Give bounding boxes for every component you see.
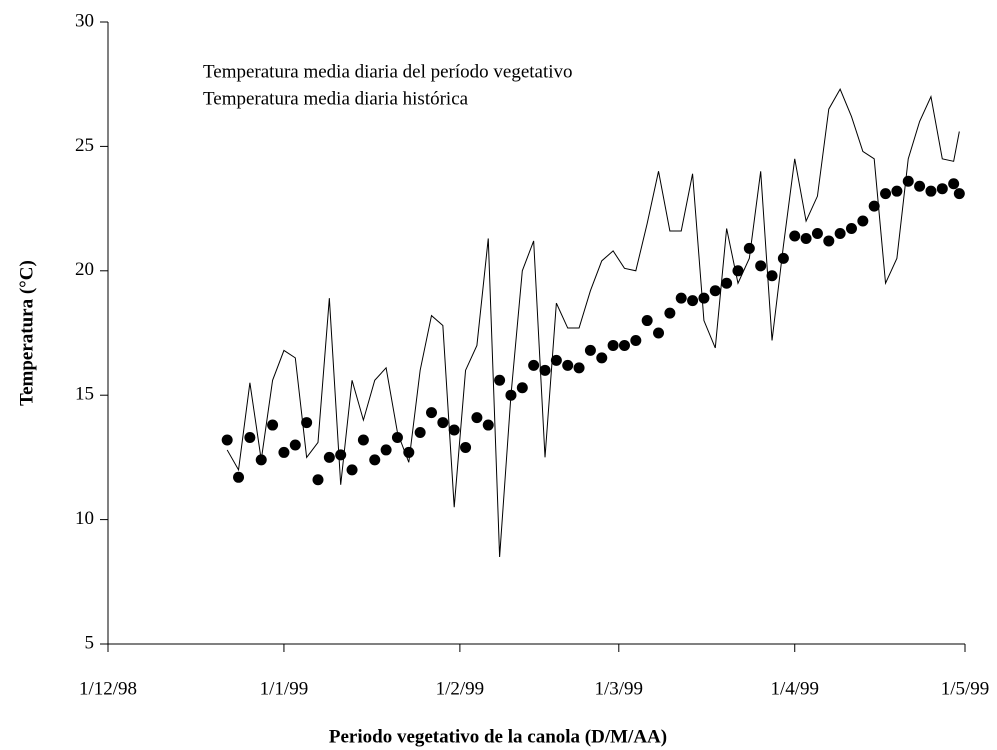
data-point	[516, 382, 528, 394]
data-point	[641, 315, 653, 327]
data-point	[403, 446, 415, 458]
data-point	[584, 344, 596, 356]
data-point	[573, 362, 585, 374]
data-point	[312, 474, 324, 486]
x-tick-label: 1/1/99	[260, 678, 309, 699]
x-tick-label: 1/2/99	[436, 678, 485, 699]
data-point	[426, 407, 438, 419]
y-tick-label: 15	[75, 384, 94, 405]
data-point	[335, 449, 347, 461]
data-point	[800, 232, 812, 244]
data-point	[596, 352, 608, 364]
legend-label: Temperatura media diaria histórica	[203, 88, 469, 109]
y-tick-label: 5	[85, 632, 95, 653]
data-point	[550, 354, 562, 366]
y-tick-label: 25	[75, 135, 94, 156]
data-line	[226, 88, 960, 557]
data-point	[391, 431, 403, 443]
data-point	[811, 227, 823, 239]
data-point	[346, 464, 358, 476]
data-point	[766, 270, 778, 282]
data-point	[914, 180, 926, 192]
data-point	[380, 444, 392, 456]
data-point	[618, 339, 630, 351]
data-point	[834, 227, 846, 239]
data-point	[323, 451, 335, 463]
data-point	[607, 339, 619, 351]
data-point	[244, 431, 256, 443]
data-point	[437, 417, 449, 429]
data-point	[471, 412, 483, 424]
data-point	[823, 235, 835, 247]
x-tick-label: 1/12/98	[79, 678, 137, 699]
data-point	[675, 292, 687, 304]
data-point	[653, 327, 665, 339]
data-point	[709, 285, 721, 297]
data-point	[857, 215, 869, 227]
data-point	[369, 454, 381, 466]
data-point	[880, 188, 892, 200]
y-tick-label: 30	[75, 10, 94, 31]
data-point	[267, 419, 279, 431]
y-axis-label: Temperatura (°C)	[16, 260, 37, 406]
x-tick-label: 1/3/99	[595, 678, 644, 699]
data-point	[562, 359, 574, 371]
legend-label: Temperatura media diaria del período veg…	[203, 61, 573, 82]
data-point	[482, 419, 494, 431]
data-point	[891, 185, 903, 197]
x-axis-label: Periodo vegetativo de la canola (D/M/AA)	[329, 726, 667, 747]
x-tick-label: 1/4/99	[770, 678, 819, 699]
data-point	[221, 434, 233, 446]
data-point	[789, 230, 801, 242]
data-point	[357, 434, 369, 446]
data-point	[289, 439, 301, 451]
data-point	[505, 389, 517, 401]
data-point	[743, 242, 755, 254]
data-point	[868, 200, 880, 212]
data-point	[448, 424, 460, 436]
data-point	[301, 417, 313, 429]
data-point	[460, 441, 472, 453]
data-point	[948, 178, 960, 190]
data-point	[953, 188, 965, 200]
data-point	[687, 295, 699, 307]
data-point	[777, 252, 789, 264]
x-tick-label: 1/5/99	[941, 678, 990, 699]
data-point	[664, 307, 676, 319]
data-point	[278, 446, 290, 458]
data-point	[721, 277, 733, 289]
data-point	[233, 471, 245, 483]
y-tick-label: 10	[75, 508, 94, 529]
data-point	[414, 427, 426, 439]
data-point	[902, 175, 914, 187]
data-point	[936, 183, 948, 195]
data-point	[494, 374, 506, 386]
y-tick-label: 20	[75, 259, 94, 280]
data-point	[698, 292, 710, 304]
data-point	[255, 454, 267, 466]
data-point	[925, 185, 937, 197]
data-point	[732, 265, 744, 277]
data-point	[630, 334, 642, 346]
data-point	[528, 359, 540, 371]
data-point	[539, 364, 551, 376]
data-point	[845, 223, 857, 235]
data-point	[755, 260, 767, 272]
